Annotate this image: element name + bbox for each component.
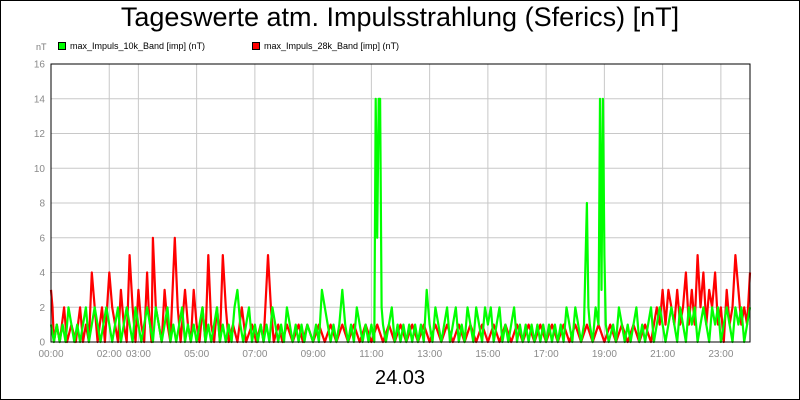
y-tick-label: 0: [39, 338, 45, 349]
chart-title: Tageswerte atm. Impulsstrahlung (Sferics…: [120, 2, 680, 32]
y-axis-unit-label: nT: [36, 42, 47, 52]
x-tick-label: 17:00: [534, 349, 559, 360]
x-tick-label: 00:00: [38, 349, 63, 360]
legend-entry-10k: max_Impuls_10k_Band [imp] (nT): [58, 39, 205, 53]
y-tick-label: 12: [34, 129, 46, 140]
x-tick-label: 15:00: [475, 349, 500, 360]
legend-entry-28k: max_Impuls_28k_Band [imp] (nT): [252, 39, 399, 53]
x-tick-label: 09:00: [301, 349, 326, 360]
x-tick-label: 11:00: [359, 349, 384, 360]
x-tick-label: 21:00: [650, 349, 675, 360]
series-line-10k: [49, 97, 752, 344]
y-tick-label: 4: [39, 268, 45, 279]
x-tick-label: 13:00: [417, 349, 442, 360]
legend-swatch-10k: [58, 42, 66, 50]
legend-label-10k: max_Impuls_10k_Band [imp] (nT): [70, 41, 206, 51]
legend-swatch-28k: [252, 42, 260, 50]
y-tick-label: 16: [34, 60, 46, 71]
x-tick-label: 02:00: [97, 349, 122, 360]
legend-label-28k: max_Impuls_28k_Band [imp] (nT): [264, 41, 400, 51]
plot-area-border: [50, 63, 751, 343]
y-tick-label: 2: [39, 303, 45, 314]
y-tick-label: 14: [34, 94, 46, 105]
y-tick-label: 10: [34, 164, 46, 175]
x-tick-label: 03:00: [126, 349, 151, 360]
x-tick-label: 23:00: [708, 349, 733, 360]
x-tick-label: 05:00: [184, 349, 209, 360]
y-tick-label: 8: [39, 199, 45, 210]
x-tick-label: 07:00: [242, 349, 267, 360]
x-axis-date-label: 24.03: [374, 367, 426, 389]
x-tick-label: 19:00: [592, 349, 617, 360]
y-tick-label: 6: [39, 233, 45, 244]
series-line-28k: [49, 236, 752, 344]
